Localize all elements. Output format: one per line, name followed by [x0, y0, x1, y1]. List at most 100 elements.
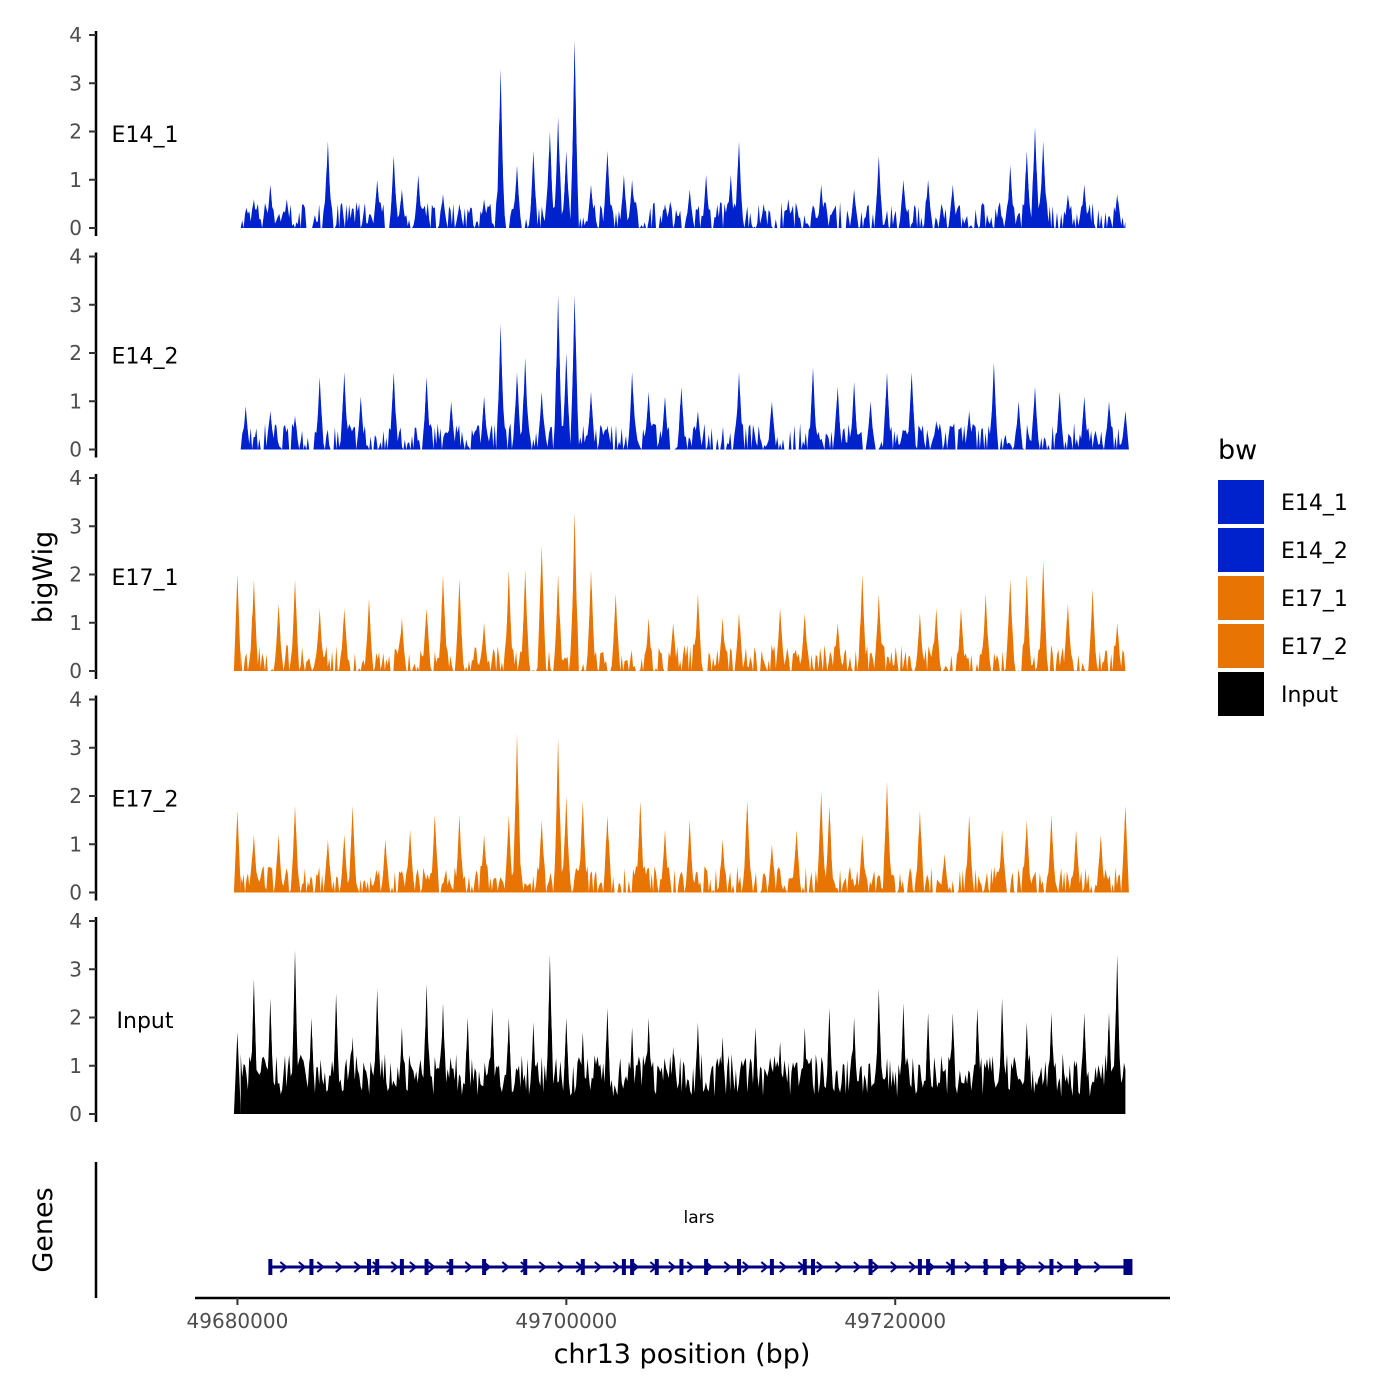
peak-Input-39: [1113, 954, 1121, 1114]
peak-E14_1-0: [250, 199, 258, 228]
y-tick-label: 2: [69, 563, 82, 587]
track-label-Input: Input: [117, 1009, 174, 1034]
peak-Input-6: [349, 1036, 357, 1114]
peak-E17_1-38: [1113, 622, 1121, 671]
legend-label: E14_1: [1281, 491, 1348, 516]
peak-Input-2: [266, 998, 274, 1114]
peak-E14_1-4: [373, 179, 381, 228]
peak-E17_1-0: [233, 574, 241, 671]
y-tick-label: 4: [69, 466, 82, 490]
gene-exon: [811, 1259, 815, 1275]
legend-swatch: [1218, 624, 1264, 668]
peak-E14_2-36: [1031, 386, 1039, 450]
peak-E14_2-24: [735, 372, 743, 450]
coverage-area-E17_2: [240, 771, 1126, 893]
strand-arrow: [797, 1261, 806, 1273]
peak-E14_2-34: [990, 362, 998, 450]
peak-E14_1-24: [702, 174, 710, 228]
y-tick-label: 3: [69, 514, 82, 538]
peak-E17_1-12: [505, 569, 513, 671]
legend-item-E17_2: E17_2: [1218, 624, 1348, 668]
peak-E17_2-11: [480, 834, 488, 893]
y-tick-label: 4: [69, 23, 82, 47]
peak-E17_2-36: [1072, 829, 1080, 893]
peak-E17_1-30: [932, 608, 940, 671]
peak-E17_2-1: [250, 834, 258, 893]
peak-Input-3: [291, 950, 299, 1114]
coverage-area-E17_1: [240, 547, 1126, 671]
peak-Input-12: [488, 1007, 496, 1114]
peak-E14_2-37: [1056, 391, 1064, 450]
peak-E14_1-12: [513, 165, 521, 228]
peak-Input-13: [505, 1017, 513, 1114]
peak-E17_2-30: [916, 810, 924, 893]
gene-exon: [630, 1259, 635, 1275]
gene-exon: [737, 1259, 741, 1275]
peak-E17_1-23: [735, 613, 743, 671]
peak-E17_1-13: [521, 569, 529, 671]
peak-E17_2-32: [965, 815, 973, 893]
peak-E14_2-6: [390, 372, 398, 450]
peak-E17_1-10: [455, 579, 463, 671]
peak-E14_2-0: [242, 406, 250, 450]
strand-arrow: [1093, 1261, 1102, 1273]
peak-E17_1-25: [801, 613, 809, 671]
gene-exon: [704, 1259, 709, 1275]
peak-E14_2-17: [587, 391, 595, 450]
strand-arrow: [908, 1261, 917, 1273]
peak-E17_2-12: [505, 815, 513, 893]
peak-E14_2-19: [628, 372, 636, 450]
gene-exon: [621, 1259, 626, 1275]
peak-E17_1-29: [916, 613, 924, 671]
peak-E14_2-23: [694, 410, 702, 450]
peak-E17_2-20: [661, 829, 669, 893]
y-tick-label: 4: [69, 909, 82, 933]
peak-Input-0: [233, 1032, 241, 1114]
coverage-area-E14_1: [240, 49, 1126, 228]
gene-exon: [1049, 1259, 1054, 1275]
peak-E17_2-24: [768, 844, 776, 893]
strand-arrow: [501, 1261, 510, 1273]
strand-arrow: [1056, 1261, 1065, 1273]
strand-arrow: [779, 1261, 788, 1273]
peak-Input-23: [719, 1036, 727, 1114]
peak-E14_1-34: [949, 184, 957, 228]
peak-Input-19: [628, 1027, 636, 1114]
strand-arrow: [557, 1261, 566, 1273]
strand-arrow: [871, 1261, 880, 1273]
strand-arrow: [1038, 1261, 1047, 1273]
strand-arrow: [483, 1261, 492, 1273]
peak-E14_2-22: [677, 386, 685, 450]
peak-E17_2-31: [941, 853, 949, 893]
peak-E14_2-3: [316, 377, 324, 450]
peak-E17_2-16: [562, 796, 570, 893]
legend-label: E17_2: [1281, 635, 1348, 660]
peak-E17_1-35: [1039, 560, 1047, 671]
y-tick-label: 0: [69, 1102, 82, 1126]
peak-E17_1-37: [1089, 589, 1097, 671]
peak-E17_2-4: [324, 839, 332, 893]
peak-E17_2-2: [275, 834, 283, 893]
peak-Input-35: [1023, 1022, 1031, 1114]
peak-E17_1-17: [587, 569, 595, 671]
peak-E14_2-29: [867, 401, 875, 450]
y-tick-label: 3: [69, 71, 82, 95]
peak-E17_2-13: [513, 733, 521, 893]
peak-E17_2-3: [291, 805, 299, 893]
strand-arrow: [390, 1261, 399, 1273]
y-tick-label: 0: [69, 438, 82, 462]
track-label-E14_1: E14_1: [112, 123, 179, 148]
peak-E17_2-7: [381, 839, 389, 893]
peak-E14_1-28: [784, 199, 792, 228]
peak-E14_1-32: [899, 179, 907, 228]
strand-arrow: [927, 1261, 936, 1273]
strand-arrow: [353, 1261, 362, 1273]
peak-E14_1-13: [529, 150, 537, 228]
peak-E17_2-28: [858, 834, 866, 893]
peak-E14_2-13: [538, 391, 546, 450]
legend-item-E17_1: E17_1: [1218, 576, 1348, 620]
gene-exon: [679, 1259, 684, 1275]
legend-label: E17_1: [1281, 587, 1348, 612]
gene-exon: [309, 1259, 314, 1275]
coverage-area-Input: [240, 964, 1126, 1114]
